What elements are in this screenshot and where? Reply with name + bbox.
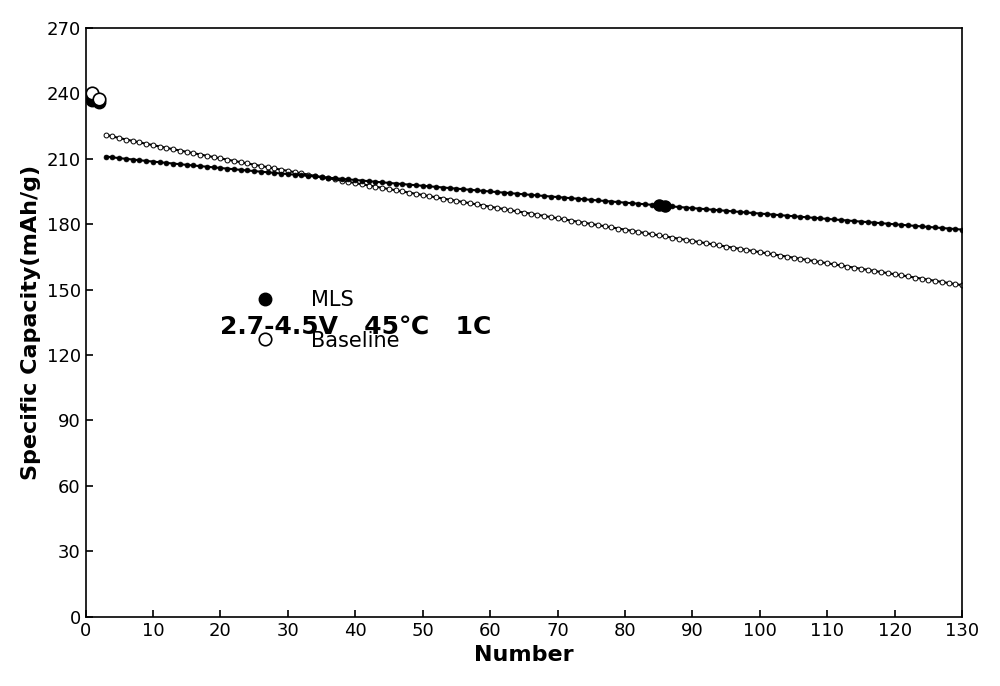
Legend: MLS, Baseline: MLS, Baseline [236, 281, 408, 359]
Y-axis label: Specific Capacity(mAh/g): Specific Capacity(mAh/g) [21, 165, 41, 480]
Text: 2.7-4.5V   45℃   1C: 2.7-4.5V 45℃ 1C [220, 315, 492, 339]
X-axis label: Number: Number [474, 645, 574, 665]
